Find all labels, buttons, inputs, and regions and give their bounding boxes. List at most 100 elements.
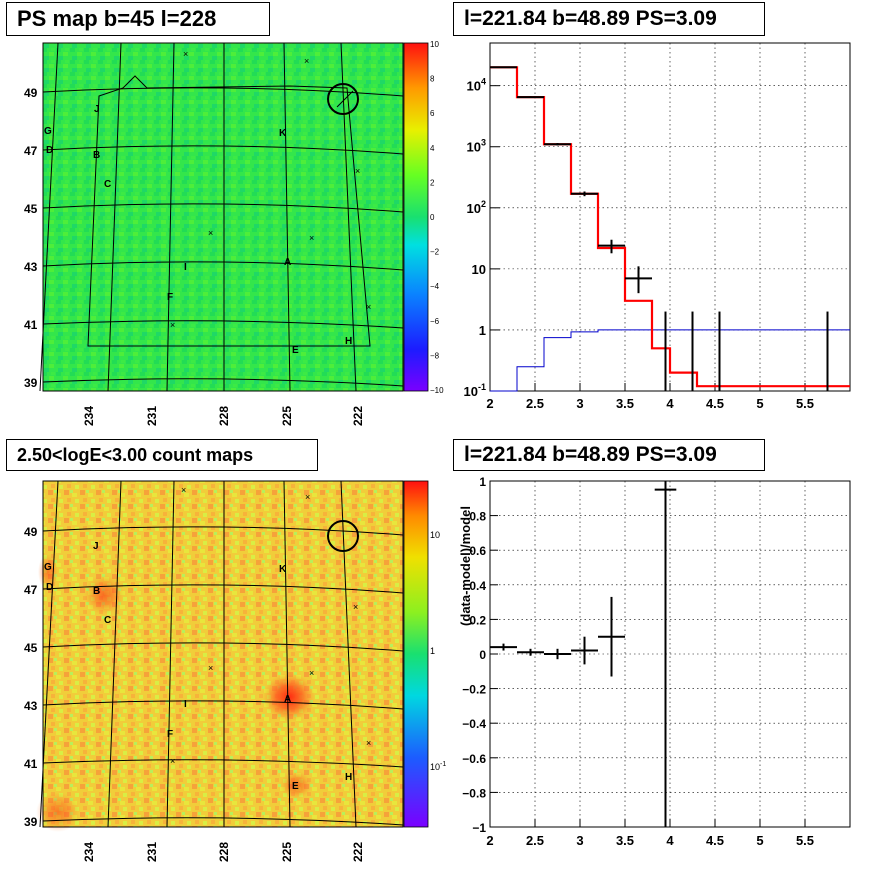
source-label: K [279, 128, 287, 139]
residual-x-tick-label: 4 [666, 833, 674, 848]
residual-y-tick-label: 0.2 [469, 613, 486, 627]
residual-data-point [544, 648, 571, 660]
residual-x-tick-label: 2.5 [526, 833, 544, 848]
residual-y-tick-label: −0.2 [462, 683, 486, 697]
longitude-tick-label: 222 [351, 842, 365, 862]
ps-colorbar-label: −4 [430, 282, 440, 291]
spectrum-x-tick-label: 3 [576, 396, 583, 411]
count-map-markers: × × × × × × × [170, 485, 371, 766]
spectrum-x-tick-label: 2.5 [526, 396, 544, 411]
ps-map-title: PS map b=45 l=228 [6, 2, 270, 36]
latitude-tick-label: 47 [24, 144, 38, 158]
source-label: F [167, 292, 173, 303]
source-label: D [46, 582, 53, 593]
residual-data-point [490, 643, 517, 651]
spectrum-data-point [571, 191, 598, 197]
ps-map-grid [39, 42, 404, 392]
longitude-tick-label: 225 [280, 406, 294, 426]
source-label: I [184, 262, 187, 273]
residual-x-tick-label: 5.5 [796, 833, 814, 848]
source-label: C [104, 615, 111, 626]
count-source-labels: J GD B C K I A F E H [44, 541, 352, 792]
spectrum-data-point [625, 266, 652, 294]
ps-colorbar-label: 4 [430, 144, 435, 153]
residual-y-tick-label: −0.8 [462, 786, 486, 800]
source-label: A [284, 257, 291, 268]
svg-text:×: × [170, 756, 175, 766]
source-label: A [284, 694, 291, 705]
longitude-tick-label: 234 [82, 842, 96, 862]
svg-text:×: × [305, 492, 310, 502]
residual-title: l=221.84 b=48.89 PS=3.09 [453, 439, 765, 471]
count-colorbar-label-1: 1 [430, 646, 435, 656]
source-label: H [345, 336, 352, 347]
ps-colorbar-label: −6 [430, 317, 440, 326]
ps-longitude-labels: 234 231 228 225 222 [82, 406, 365, 426]
count-colorbar-labels: 10 1 10-1 [430, 530, 446, 772]
ps-source-labels: J GD B C K I A F E H [44, 104, 352, 356]
residual-y-tick-label: −0.4 [462, 717, 486, 731]
residual-data-point [654, 481, 677, 827]
latitude-tick-label: 41 [24, 757, 38, 771]
longitude-tick-label: 228 [217, 842, 231, 862]
source-label: K [279, 564, 287, 575]
spectrum-y-tick-label: 103 [467, 138, 486, 155]
count-colorbar [403, 480, 429, 828]
svg-text:×: × [309, 668, 314, 678]
source-label: I [184, 699, 187, 710]
count-longitude-labels: 234 231 228 225 222 [82, 842, 365, 862]
spectrum-y-tick-label: 10 [472, 262, 486, 277]
residual-y-tick-label: −1 [472, 821, 486, 835]
spectrum-data-point [490, 66, 517, 69]
svg-text:×: × [208, 663, 213, 673]
source-label: E [292, 345, 299, 356]
svg-text:×: × [183, 49, 188, 59]
ps-colorbar-label: 2 [430, 178, 435, 187]
spectrum-data-point [544, 143, 571, 146]
count-map-grid [39, 480, 404, 828]
ps-colorbar-labels: 10 8 6 4 2 0 −2 −4 −6 −8 −10 [430, 40, 444, 395]
longitude-tick-label: 231 [145, 842, 159, 862]
svg-text:×: × [170, 320, 175, 330]
residual-y-tick-label: 0 [479, 648, 486, 662]
ps-colorbar-label: −8 [430, 351, 440, 360]
spectrum-x-tick-label: 2 [486, 396, 493, 411]
residual-data-point [571, 636, 598, 665]
residual-y-tick-label: 0.8 [469, 510, 486, 524]
source-label: J [93, 541, 99, 552]
latitude-tick-label: 49 [24, 525, 38, 539]
longitude-tick-label: 231 [145, 406, 159, 426]
residual-x-tick-label: 4.5 [706, 833, 724, 848]
svg-text:×: × [353, 602, 358, 612]
latitude-tick-label: 49 [24, 86, 38, 100]
spectrum-data-point [598, 239, 625, 254]
spectrum-x-tick-label: 4 [666, 396, 674, 411]
longitude-tick-label: 228 [217, 406, 231, 426]
ps-latitude-labels: 49 47 45 43 41 39 [24, 86, 38, 390]
svg-text:×: × [355, 166, 360, 176]
count-target-circle [327, 520, 359, 552]
residual-y-tick-label: 0.4 [469, 579, 486, 593]
spectrum-y-tick-label: 102 [467, 199, 486, 216]
spectrum-title: l=221.84 b=48.89 PS=3.09 [453, 2, 765, 36]
svg-text:×: × [366, 738, 371, 748]
ps-colorbar [403, 42, 429, 392]
latitude-tick-label: 45 [24, 641, 38, 655]
ps-colorbar-label: 0 [430, 213, 435, 222]
longitude-tick-label: 222 [351, 406, 365, 426]
svg-text:×: × [181, 485, 186, 495]
latitude-tick-label: 43 [24, 260, 38, 274]
latitude-tick-label: 39 [24, 815, 38, 829]
svg-text:×: × [309, 233, 314, 243]
count-map-title: 2.50<logE<3.00 count maps [6, 439, 318, 471]
count-latitude-labels: 49 47 45 43 41 39 [24, 525, 38, 829]
source-label: G [44, 126, 52, 137]
spectrum-x-tick-label: 5 [756, 396, 763, 411]
source-label: F [167, 729, 173, 740]
spectrum-x-tick-label: 3.5 [616, 396, 634, 411]
residual-x-tick-label: 2 [486, 833, 493, 848]
residual-x-tick-label: 3 [576, 833, 583, 848]
